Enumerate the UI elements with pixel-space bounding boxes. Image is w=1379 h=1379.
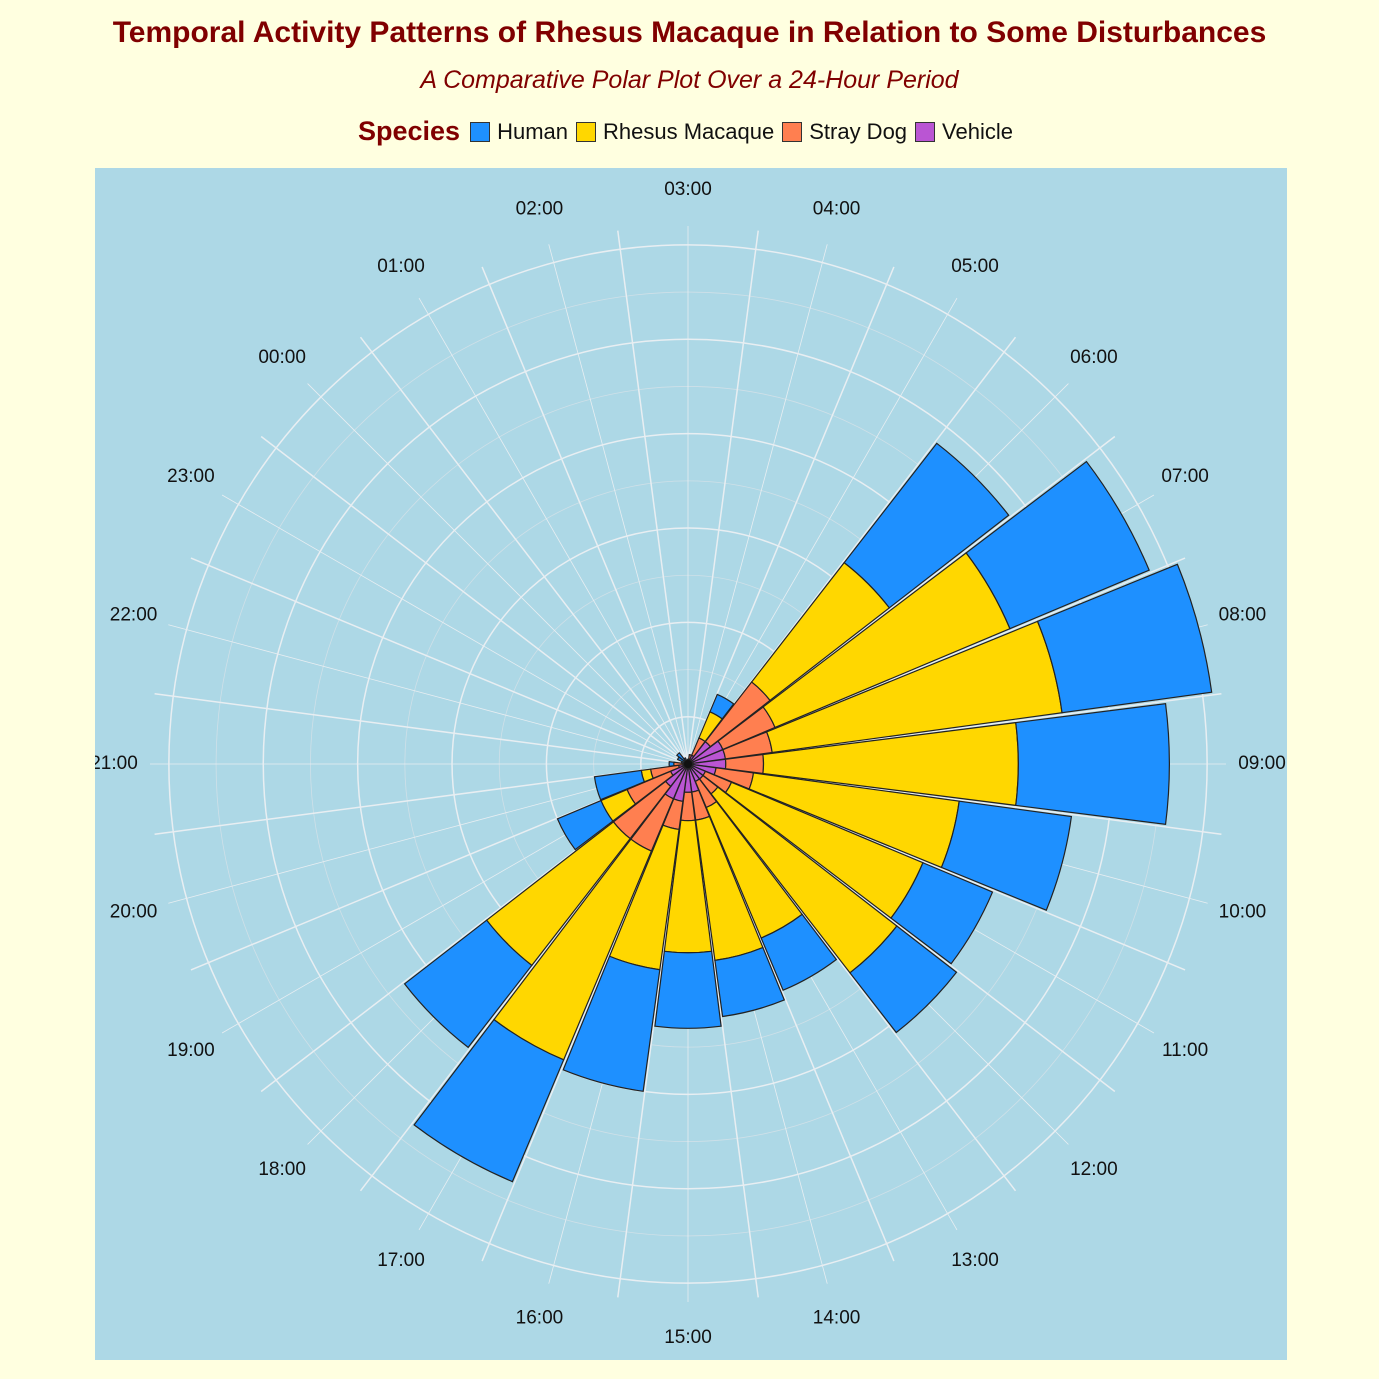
grid-spoke <box>359 336 689 765</box>
grid-spoke <box>418 297 689 765</box>
legend-label: Rhesus Macaque <box>603 118 775 144</box>
grid-spoke <box>687 266 895 765</box>
tick-label: 21:00 <box>95 753 138 774</box>
tick-label: 03:00 <box>664 179 712 200</box>
grid-spoke <box>687 244 828 765</box>
grid-spoke <box>260 435 689 765</box>
legend-swatch <box>915 121 936 142</box>
bar-human-1600 <box>562 955 661 1092</box>
grid-spoke <box>617 230 689 765</box>
bar-human-1500 <box>654 950 722 1029</box>
bar-human-2100 <box>668 760 675 768</box>
tick-label: 02:00 <box>516 199 564 220</box>
tick-label: 04:00 <box>813 199 861 220</box>
legend-label: Stray Dog <box>809 118 908 144</box>
chart-title: Temporal Activity Patterns of Rhesus Mac… <box>112 16 1267 49</box>
center-point <box>684 760 692 768</box>
tick-label: 14:00 <box>813 1307 861 1328</box>
grid-spoke <box>481 266 689 765</box>
grid-spoke <box>687 230 759 765</box>
legend-label: Human <box>497 118 568 144</box>
grid-spoke <box>307 383 689 765</box>
grid-spoke <box>687 297 958 765</box>
legend-item: Vehicle <box>915 119 1013 145</box>
bar-human-1800 <box>403 919 533 1049</box>
bar-human-0600 <box>843 442 1010 609</box>
legend-swatch <box>576 121 596 142</box>
bar-human-2000 <box>593 769 646 801</box>
tick-label: 08:00 <box>1219 604 1267 625</box>
tick-label: 07:00 <box>1161 466 1209 487</box>
legend-item: Stray Dog <box>782 119 907 145</box>
tick-label: 23:00 <box>167 466 215 487</box>
legend-swatch <box>782 121 803 142</box>
tick-label: 00:00 <box>258 347 306 368</box>
grid-spoke <box>190 557 689 765</box>
grid-spoke <box>154 693 689 765</box>
tick-label: 01:00 <box>377 256 425 277</box>
legend-item: Rhesus Macaque <box>576 119 774 145</box>
tick-label: 22:00 <box>110 604 158 625</box>
bar-human-0800 <box>1036 563 1213 714</box>
bar-human-1200 <box>849 925 958 1034</box>
polar-bar-chart: 00:00 01:00 02:00 03:00 04:00 05:00 06:00 07:00… <box>95 168 1287 1360</box>
bar-human-1000 <box>940 800 1073 912</box>
grid-spoke <box>168 624 689 765</box>
tick-label: 15:00 <box>664 1327 712 1348</box>
tick-label: 11:00 <box>1162 1040 1208 1061</box>
tick-label: 18:00 <box>258 1159 306 1180</box>
tick-label: 06:00 <box>1070 347 1118 368</box>
bar-human-1400 <box>714 946 786 1018</box>
tick-label: 20:00 <box>110 902 158 923</box>
tick-label: 05:00 <box>951 256 999 277</box>
grid-spoke <box>548 244 689 765</box>
tick-label: 12:00 <box>1070 1159 1118 1180</box>
tick-label: 10:00 <box>1219 902 1267 923</box>
bar-human-1700 <box>413 1018 565 1183</box>
tick-label: 16:00 <box>516 1307 564 1328</box>
plot-panel: 00:00 01:00 02:00 03:00 04:00 05:00 06:00 07:00… <box>95 168 1287 1360</box>
legend-title: Species <box>358 116 461 146</box>
tick-label: 09:00 <box>1238 753 1286 774</box>
legend-item: Human <box>470 119 568 145</box>
legend-label: Vehicle <box>942 118 1013 144</box>
grid-spoke <box>221 494 689 765</box>
tick-label: 17:00 <box>377 1250 425 1271</box>
legend: Species Human Rhesus Macaque Stray Dog Vehi… <box>0 116 1379 147</box>
tick-label: 19:00 <box>167 1040 215 1061</box>
bar-human-0900 <box>1015 702 1170 826</box>
bar-human-1300 <box>760 913 838 992</box>
chart-subtitle: A Comparative Polar Plot Over a 24-Hour … <box>420 66 959 94</box>
bar-human-1100 <box>890 861 994 965</box>
tick-label: 13:00 <box>951 1250 999 1271</box>
legend-swatch <box>470 121 491 142</box>
bar-human-0700 <box>965 460 1150 630</box>
bar-human-1900 <box>556 799 614 851</box>
